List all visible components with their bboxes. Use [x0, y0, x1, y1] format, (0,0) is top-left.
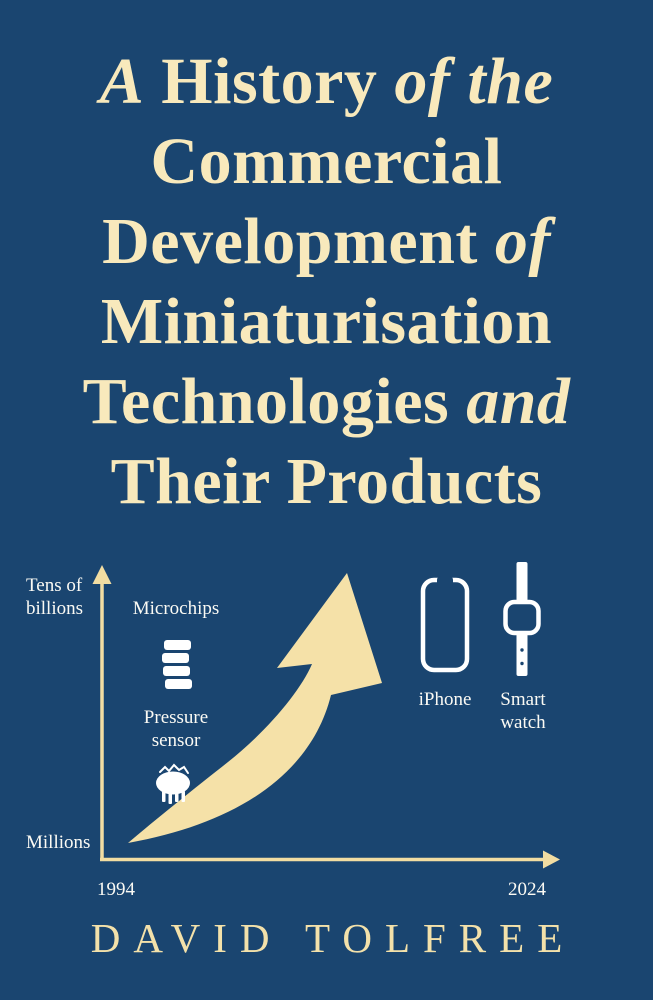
growth-arrow-icon [128, 573, 382, 843]
y-axis-bottom-label: Millions [26, 832, 91, 853]
title-line-6: Their Products [110, 445, 543, 518]
iphone-icon [420, 576, 470, 673]
title-line-4: Miniaturisation [100, 285, 553, 358]
microchips-label: Microchips [132, 598, 220, 619]
pressure-sensor-label: Pressure sensor [143, 707, 209, 751]
x-axis-end-year: 2024 [508, 879, 546, 900]
title-line-3: Development of [102, 205, 551, 278]
x-axis-arrowhead-icon [543, 850, 560, 869]
title-line-5: Technologies and [82, 365, 571, 438]
y-axis-top-label: Tens of billions [26, 575, 84, 619]
y-axis [92, 565, 112, 861]
book-title: A History of the Commercial Development … [0, 42, 653, 522]
pressure-sensor-icon [156, 763, 190, 804]
title-line-1: A History of the [99, 45, 554, 118]
smartwatch-icon [503, 562, 541, 676]
title-line-2: Commercial [150, 125, 503, 198]
iphone-label: iPhone [418, 689, 472, 710]
y-axis-arrowhead-icon [92, 565, 112, 584]
x-axis [100, 850, 560, 869]
x-axis-start-year: 1994 [97, 879, 135, 900]
smartwatch-label: Smart watch [500, 689, 546, 733]
microchip-stack-icon [162, 640, 192, 689]
author-name: DAVID TOLFREE [90, 915, 576, 961]
